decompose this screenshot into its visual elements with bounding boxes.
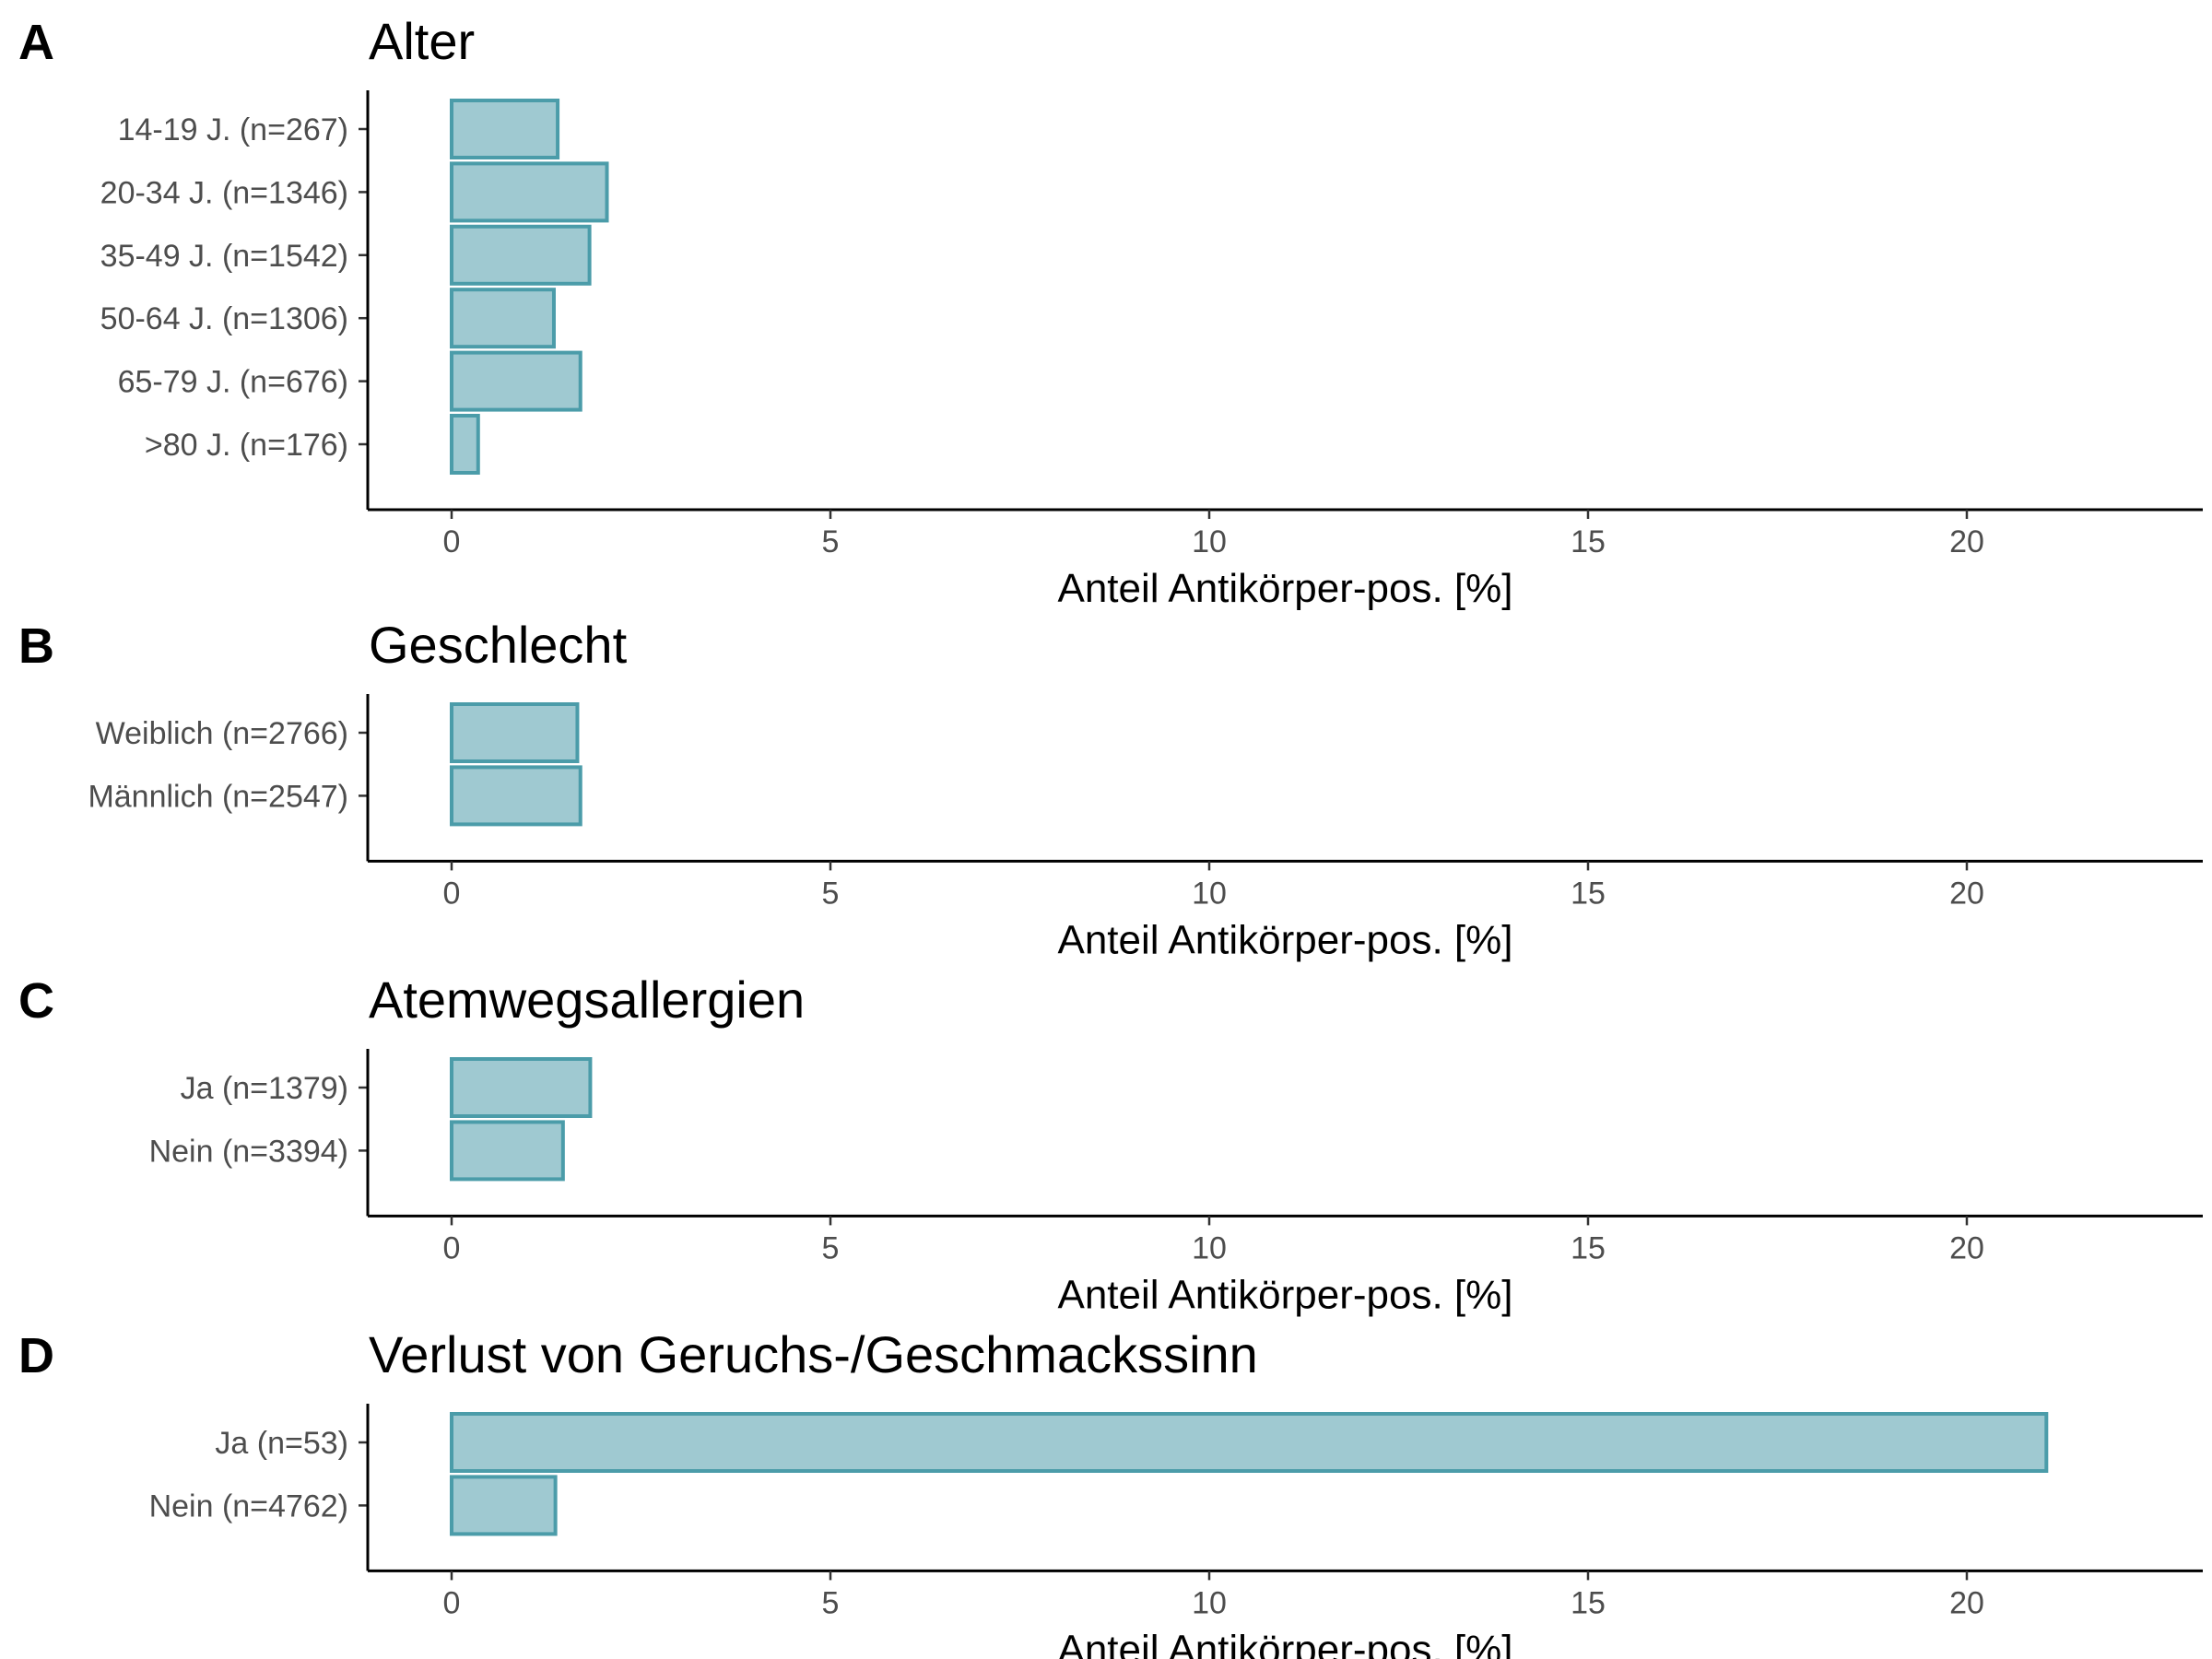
bar [450, 1120, 565, 1182]
x-tick-label: 10 [1192, 876, 1227, 911]
category-label: 50-64 J. (n=1306) [100, 301, 348, 336]
panel-title: Atemwegsallergien [369, 971, 805, 1029]
x-tick-label: 20 [1949, 1230, 1984, 1265]
category-label: Nein (n=3394) [149, 1134, 348, 1169]
x-tick-label: 10 [1192, 1230, 1227, 1265]
x-tick-label: 15 [1571, 1585, 1606, 1620]
x-tick-label: 0 [443, 1230, 461, 1265]
category-label: Ja (n=1379) [181, 1071, 348, 1106]
category-label: Nein (n=4762) [149, 1488, 348, 1524]
bar [450, 224, 592, 286]
x-tick-label: 0 [443, 876, 461, 911]
x-tick-label: 20 [1949, 524, 1984, 559]
bar [450, 161, 609, 223]
x-tick-label: 5 [822, 876, 840, 911]
x-axis-title: Anteil Antikörper-pos. [%] [1057, 1272, 1512, 1317]
x-tick-label: 15 [1571, 876, 1606, 911]
panel-letter: C [18, 973, 54, 1029]
bar [450, 765, 582, 827]
category-label: Männlich (n=2547) [88, 779, 348, 814]
category-label: >80 J. (n=176) [145, 428, 348, 463]
x-tick-label: 15 [1571, 524, 1606, 559]
panel-c: C Atemwegsallergien Ja (n=1379) Nein (n=339… [18, 971, 2203, 1317]
x-tick-label: 20 [1949, 876, 1984, 911]
panel-title: Geschlecht [369, 616, 628, 674]
x-axis-title: Anteil Antikörper-pos. [%] [1057, 917, 1512, 962]
x-tick-label: 15 [1571, 1230, 1606, 1265]
panel-letter: A [18, 15, 54, 70]
bar [450, 702, 580, 763]
x-tick-label: 5 [822, 1230, 840, 1265]
x-axis-title: Anteil Antikörper-pos. [%] [1057, 1627, 1512, 1659]
x-axis-title: Anteil Antikörper-pos. [%] [1057, 566, 1512, 611]
category-label: Ja (n=53) [215, 1426, 348, 1461]
bar [450, 350, 582, 412]
panel-title: Verlust von Geruchs-/Geschmackssinn [369, 1325, 1258, 1383]
x-tick-label: 10 [1192, 1585, 1227, 1620]
panel-b: B Geschlecht Weiblich (n=2766) Männlich (n=… [18, 616, 2203, 962]
panel-d: D Verlust von Geruchs-/Geschmackssinn Ja (… [18, 1325, 2203, 1659]
bar [450, 1057, 593, 1118]
x-tick-label: 5 [822, 524, 840, 559]
category-label: 14-19 J. (n=267) [118, 112, 348, 147]
x-tick-label: 5 [822, 1585, 840, 1620]
x-tick-label: 10 [1192, 524, 1227, 559]
x-tick-label: 0 [443, 524, 461, 559]
bar [450, 99, 560, 159]
category-label: Weiblich (n=2766) [96, 716, 348, 751]
category-label: 35-49 J. (n=1542) [100, 239, 348, 274]
x-tick-label: 20 [1949, 1585, 1984, 1620]
panel-a: A Alter 14-19 J. (n=267) 20-34 J. (n=1346) 3… [18, 12, 2203, 611]
panel-letter: D [18, 1328, 54, 1383]
bar [450, 288, 556, 349]
x-tick-label: 0 [443, 1585, 461, 1620]
bar [450, 1475, 558, 1536]
bar [450, 1412, 2049, 1473]
category-label: 20-34 J. (n=1346) [100, 175, 348, 210]
panel-title: Alter [369, 12, 475, 70]
bar [450, 414, 480, 475]
panel-letter: B [18, 618, 54, 674]
category-label: 65-79 J. (n=676) [118, 365, 348, 400]
